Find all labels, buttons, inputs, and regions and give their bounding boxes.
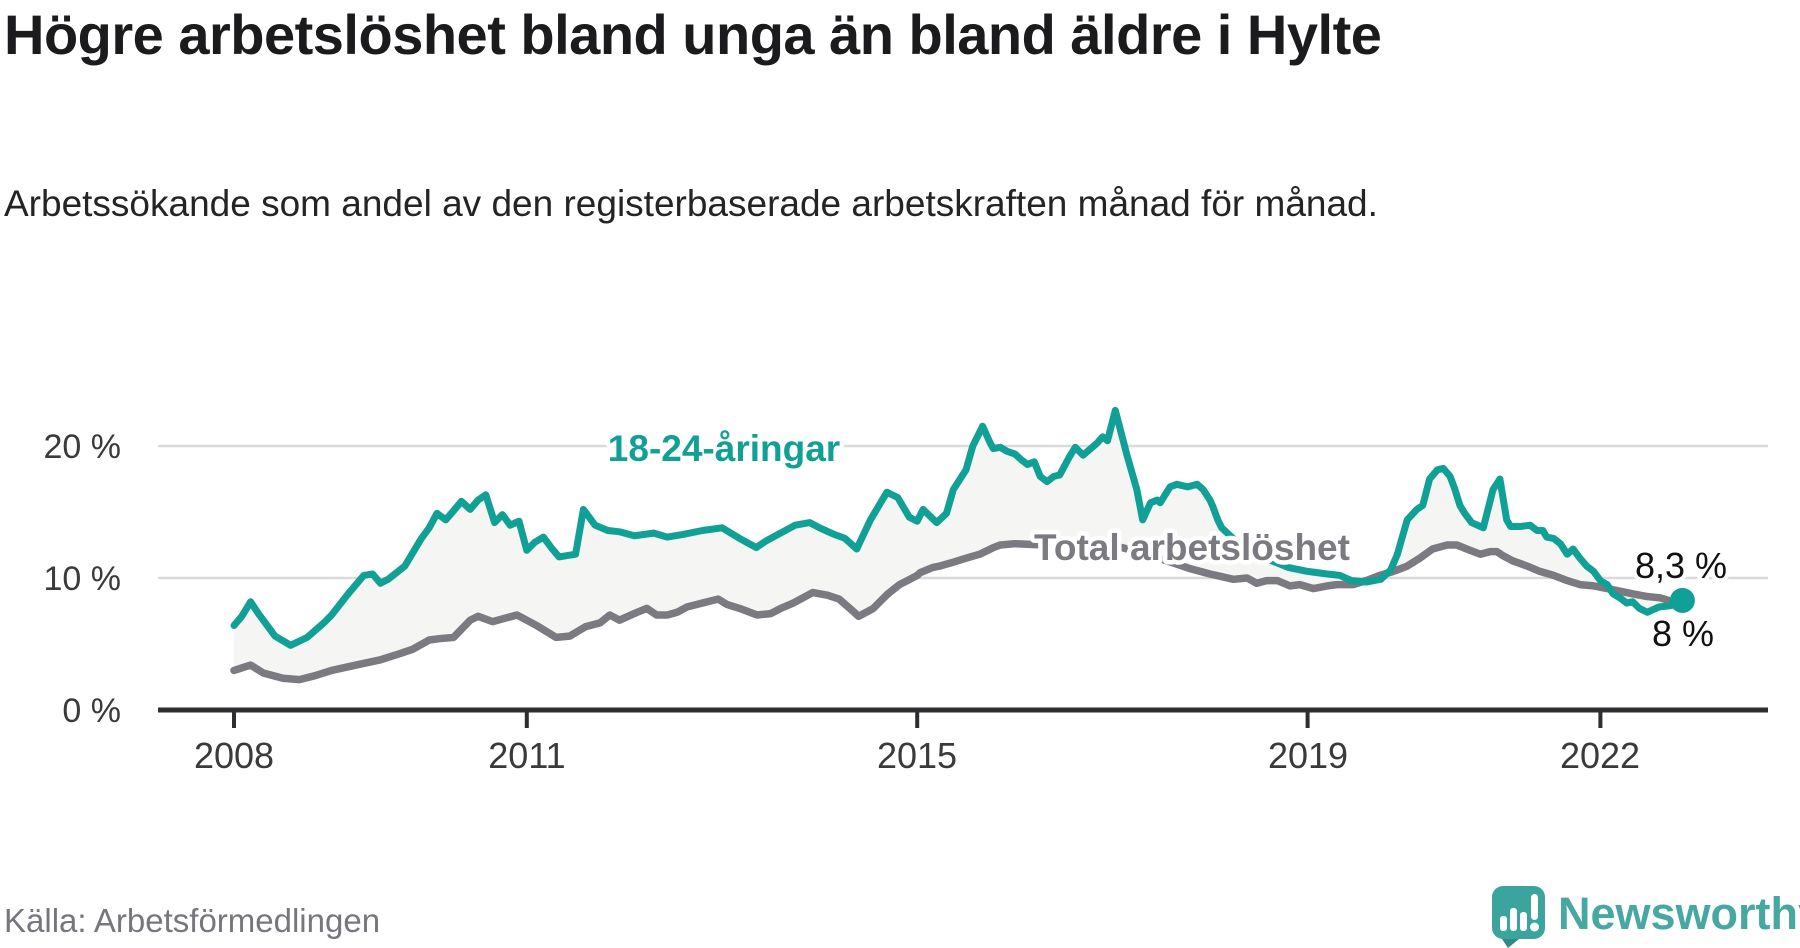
page-title: Högre arbetslöshet bland unga än bland ä…	[4, 3, 1382, 66]
series-label-total: Total arbetslöshet	[1034, 527, 1350, 568]
y-tick-label-10: 10 %	[44, 560, 122, 598]
logo-bar-3	[1520, 912, 1527, 931]
end-value-label-youth: 8,3 %	[1635, 545, 1727, 586]
brand-name: Newsworthy	[1558, 888, 1800, 939]
x-tick-label-2019: 2019	[1268, 735, 1348, 776]
x-tick-label-2015: 2015	[877, 735, 957, 776]
y-tick-label-0: 0 %	[62, 692, 121, 730]
logo-exclamation-dot	[1530, 922, 1539, 932]
line-youth-unemployment	[230, 406, 1686, 649]
line-total-unemployment	[230, 539, 1687, 684]
logo-exclamation-bar	[1531, 894, 1538, 920]
newsworthy-logo: Newsworthy	[1492, 886, 1800, 948]
y-tick-label-20: 20 %	[44, 428, 122, 466]
x-tick-label-2008: 2008	[194, 735, 274, 776]
logo-bar-2	[1510, 908, 1517, 931]
logo-bar-1	[1500, 916, 1507, 931]
page-subtitle: Arbetssökande som andel av den registerb…	[4, 183, 1378, 224]
source-credit: Källa: Arbetsförmedlingen	[4, 902, 381, 939]
latest-value-dot	[1669, 587, 1695, 613]
x-axis-ticks	[232, 712, 1603, 728]
x-tick-label-2022: 2022	[1560, 735, 1640, 776]
area-between-series	[234, 410, 1683, 680]
series-label-youth: 18-24-åringar	[608, 428, 840, 469]
x-tick-label-2011: 2011	[488, 735, 565, 776]
end-value-label-total: 8 %	[1652, 613, 1714, 654]
